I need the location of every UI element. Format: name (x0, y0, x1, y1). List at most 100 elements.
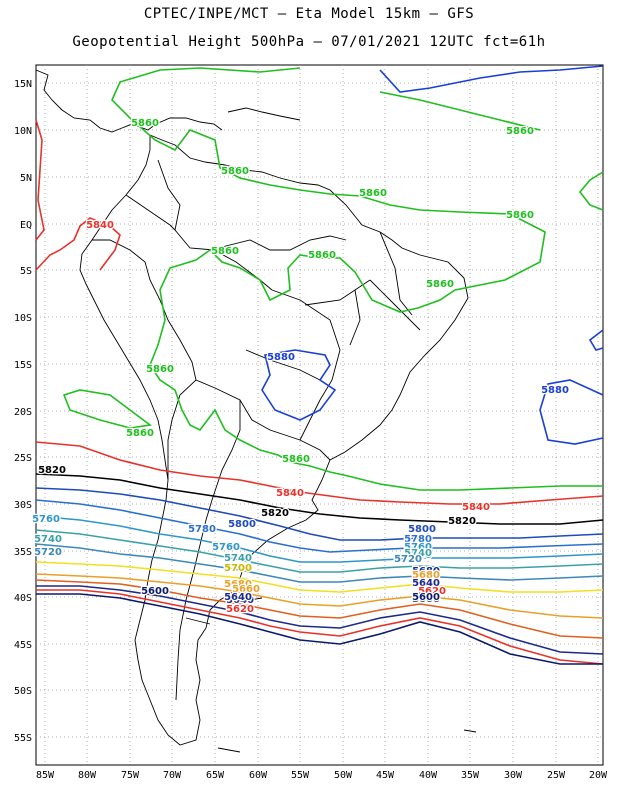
lat-label: 15S (14, 360, 32, 371)
contour-label: 5780 (188, 524, 216, 535)
contour-5700 (35, 561, 604, 593)
contour-label: 5680 (412, 570, 440, 581)
contour-label: 5680 (224, 579, 252, 590)
lon-label: 80W (78, 770, 97, 781)
lat-label: 10S (14, 313, 32, 324)
lon-label: 55W (291, 770, 310, 781)
contour-lines (35, 65, 604, 665)
map-subtitle: Geopotential Height 500hPa – 07/01/2021 … (72, 34, 546, 50)
contour-5780 (35, 499, 604, 553)
lon-label: 45W (376, 770, 395, 781)
contour-label: 5720 (34, 547, 62, 558)
contour-label: 5860 (506, 210, 534, 221)
contour-5880 (261, 349, 337, 421)
lat-label: 20S (14, 407, 32, 418)
contour-5620 (36, 589, 604, 665)
contour-5600 (36, 593, 603, 665)
lon-label: 40W (419, 770, 438, 781)
contour-label: 5620 (226, 604, 254, 615)
contour-5860 (379, 91, 541, 131)
contour-5680 (35, 573, 604, 619)
coastline (35, 69, 477, 753)
contour-label: 5660 (232, 584, 260, 595)
contour-label: 5760 (404, 550, 432, 561)
contour-label: 5880 (267, 352, 295, 363)
map-frame (35, 64, 604, 766)
lon-label: 25W (547, 770, 566, 781)
lat-label: 35S (14, 547, 32, 558)
contour-label: 5820 (38, 465, 66, 476)
contour-label: 5860 (211, 246, 239, 257)
contour-label: 5860 (506, 126, 534, 137)
contour-label: 5860 (426, 279, 454, 290)
lon-label: 20W (589, 770, 608, 781)
contour-label: 5760 (212, 542, 240, 553)
contour-5840 (35, 119, 45, 241)
contour-5860 (111, 67, 603, 491)
contour-label: 5800 (228, 519, 256, 530)
contour-label: 5740 (404, 548, 432, 559)
contour-label: 5760 (404, 542, 432, 553)
lon-label: 35W (461, 770, 480, 781)
contour-label: 5820 (448, 516, 476, 527)
contour-label: 5720 (394, 554, 422, 565)
contour-label: 5860 (126, 428, 154, 439)
lat-label: 55S (14, 733, 32, 744)
lon-label: 65W (206, 770, 225, 781)
contour-label: 5740 (224, 553, 252, 564)
lat-label: 15N (14, 79, 32, 90)
lon-label: 70W (163, 770, 182, 781)
contour-5660 (35, 579, 604, 639)
contour-label: 5760 (32, 514, 60, 525)
contour-label: 5840 (86, 220, 114, 231)
contour-label: 5880 (541, 385, 569, 396)
lat-label: EQ (20, 220, 32, 231)
contour-5880 (588, 329, 604, 351)
lon-label: 75W (121, 770, 140, 781)
contour-label: 5840 (462, 502, 490, 513)
lon-label: 50W (334, 770, 353, 781)
contour-5640 (36, 585, 604, 655)
contour-label: 5820 (261, 508, 289, 519)
latitude-labels: 15N 10N 5N EQ 5S 10S 15S 20S 25S 30S 35S 40S 45S 50S 5… (14, 79, 32, 744)
contour-label: 5600 (412, 594, 440, 605)
lat-lon-grid (36, 65, 603, 765)
longitude-labels: 85W 80W 75W 70W 65W 60W 55W 50W 45W 40W 35W 30W 25W 2… (36, 770, 608, 781)
lat-label: 5N (20, 173, 32, 184)
contour-labels: 5860 5860 5860 5860 5860 5860 5860 5860 5860 5860… (31, 117, 570, 617)
contour-label: 5620 (418, 586, 446, 597)
lat-label: 40S (14, 593, 32, 604)
contour-5880 (539, 379, 604, 445)
lat-label: 30S (14, 500, 32, 511)
contour-5760 (35, 515, 604, 563)
contour-5840 (35, 441, 604, 505)
contour-5860 (578, 171, 604, 211)
contour-label: 5860 (131, 118, 159, 129)
lat-label: 50S (14, 686, 32, 697)
contour-5720 (35, 543, 604, 583)
lat-label: 10N (14, 126, 32, 137)
contour-label: 5860 (221, 166, 249, 177)
contour-label: 5640 (226, 595, 254, 606)
contour-5820 (35, 473, 604, 525)
contour-label: 5700 (224, 563, 252, 574)
contour-label: 5860 (359, 188, 387, 199)
contour-label: 5680 (412, 566, 440, 577)
contour-5800 (35, 487, 604, 541)
lon-label: 85W (36, 770, 55, 781)
contour-label: 5800 (408, 524, 436, 535)
contour-label: 5600 (412, 592, 440, 603)
contour-5860 (62, 389, 153, 429)
contour-label: 5740 (34, 534, 62, 545)
contour-label: 5860 (282, 454, 310, 465)
contour-label: 5720 (394, 554, 422, 565)
contour-label: 5640 (224, 592, 252, 603)
contour-label: 5860 (308, 250, 336, 261)
contour-label: 5640 (412, 578, 440, 589)
contour-label: 5720 (224, 562, 252, 573)
lon-label: 60W (249, 770, 268, 781)
map-title: CPTEC/INPE/MCT – Eta Model 15km – GFS (143, 6, 475, 22)
lat-label: 25S (14, 453, 32, 464)
lat-label: 5S (20, 266, 32, 277)
